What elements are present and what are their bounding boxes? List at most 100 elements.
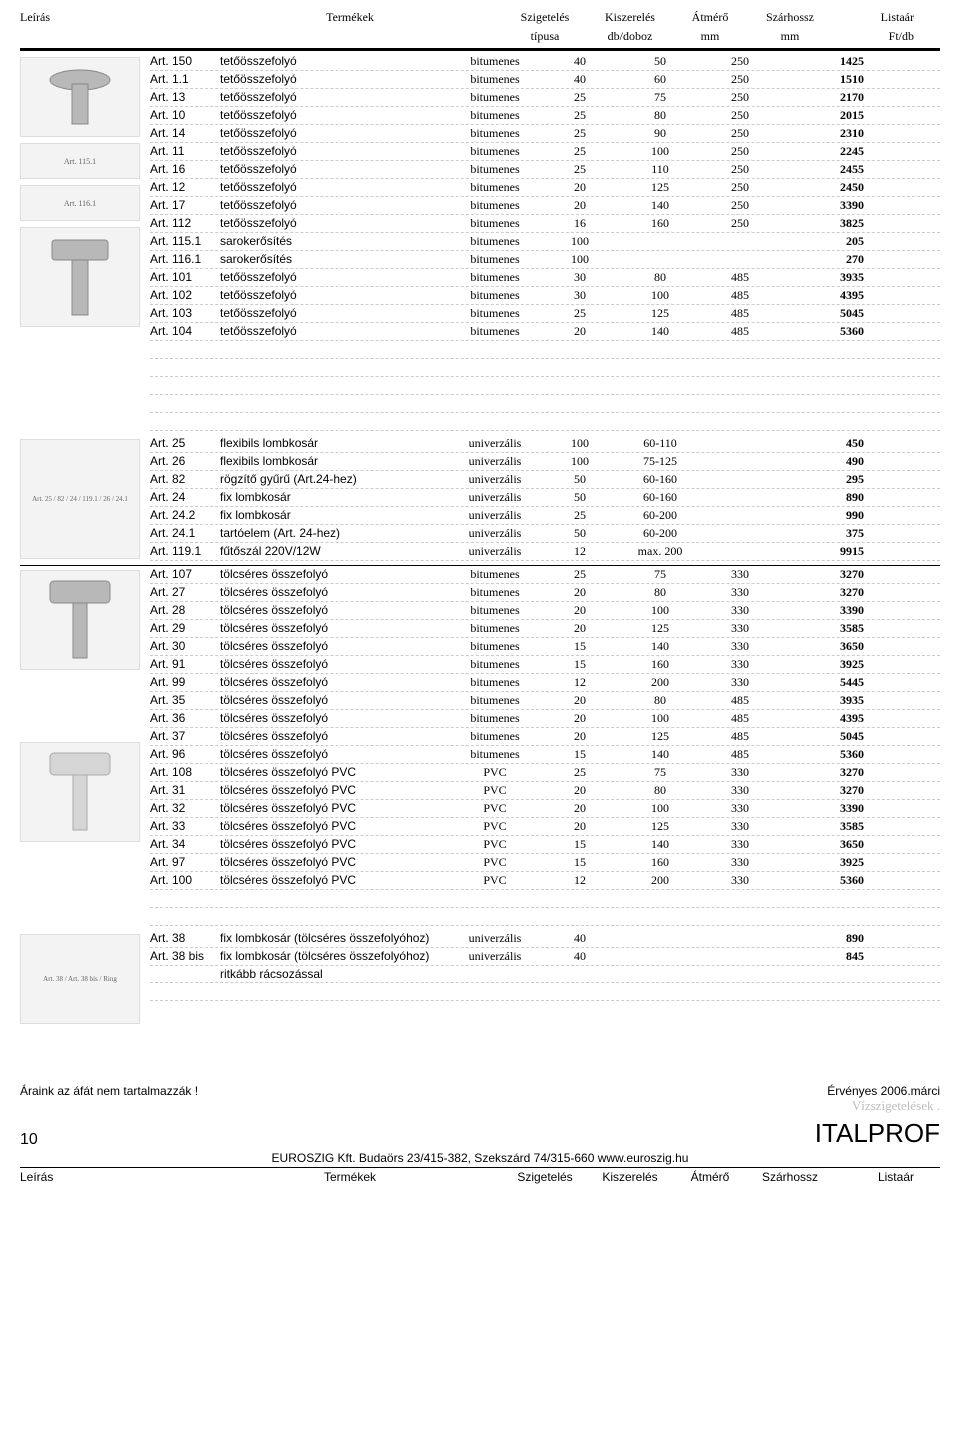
cell-szarhossz: 485 xyxy=(700,324,780,339)
cell-art: Art. 99 xyxy=(150,675,220,689)
cell-szarhossz: 250 xyxy=(700,216,780,231)
cell-szigeteles: bitumenes xyxy=(450,693,540,708)
cell-kiszereles: 20 xyxy=(540,603,620,618)
cell-atmero: 75-125 xyxy=(620,454,700,469)
cell-kiszereles: 15 xyxy=(540,855,620,870)
header-listaar: Listaár xyxy=(830,10,920,25)
cell-art: Art. 108 xyxy=(150,765,220,779)
cell-art: Art. 30 xyxy=(150,639,220,653)
cell-atmero: 75 xyxy=(620,90,700,105)
cell-listaar: 3390 xyxy=(780,198,870,213)
cell-art: Art. 35 xyxy=(150,693,220,707)
cell-atmero: 60 xyxy=(620,72,700,87)
cell-szarhossz: 330 xyxy=(700,621,780,636)
cell-listaar: 3925 xyxy=(780,855,870,870)
cell-szarhossz: 250 xyxy=(700,162,780,177)
table-row: Art. 12tetőösszefolyóbitumenes2012525024… xyxy=(150,179,940,197)
cell-listaar: 2015 xyxy=(780,108,870,123)
cell-kiszereles: 100 xyxy=(540,436,620,451)
cell-kiszereles: 20 xyxy=(540,819,620,834)
cell-name: tölcséres összefolyó PVC xyxy=(220,855,450,869)
cell-art: Art. 12 xyxy=(150,180,220,194)
cell-atmero: max. 200 xyxy=(620,544,700,559)
cell-szarhossz: 330 xyxy=(700,765,780,780)
table-row: Art. 16tetőösszefolyóbitumenes2511025024… xyxy=(150,161,940,179)
cell-art: Art. 37 xyxy=(150,729,220,743)
cell-atmero: 110 xyxy=(620,162,700,177)
cell-listaar: 3270 xyxy=(780,783,870,798)
cell-szarhossz: 330 xyxy=(700,837,780,852)
cell-name: flexibils lombkosár xyxy=(220,454,450,468)
cell-listaar: 5045 xyxy=(780,306,870,321)
table-row: Art. 115.1sarokerősítésbitumenes100205 xyxy=(150,233,940,251)
product-images-col: Art. 38 / Art. 38 bis / Ring xyxy=(20,930,140,1024)
cell-szigeteles: bitumenes xyxy=(450,252,540,267)
cell-szigeteles: bitumenes xyxy=(450,603,540,618)
cell-name: tetőösszefolyó xyxy=(220,288,450,302)
cell-art: Art. 116.1 xyxy=(150,252,220,266)
cell-name: tetőösszefolyó xyxy=(220,54,450,68)
cell-atmero: 75 xyxy=(620,765,700,780)
cell-listaar: 2450 xyxy=(780,180,870,195)
cell-listaar: 5445 xyxy=(780,675,870,690)
footer-header-atmero: Átmérő xyxy=(670,1170,750,1184)
cell-listaar: 9915 xyxy=(780,544,870,559)
cell-atmero: 80 xyxy=(620,108,700,123)
cell-atmero: 200 xyxy=(620,675,700,690)
header-szigeteles: Szigetelés xyxy=(500,10,590,25)
cell-atmero: 140 xyxy=(620,747,700,762)
spacer-row xyxy=(150,377,940,395)
cell-szigeteles: PVC xyxy=(450,855,540,870)
subheader-dbdoboz: db/doboz xyxy=(590,29,670,44)
cell-kiszereles: 25 xyxy=(540,108,620,123)
cell-listaar: 3935 xyxy=(780,693,870,708)
cell-listaar: 2170 xyxy=(780,90,870,105)
cell-szigeteles: PVC xyxy=(450,837,540,852)
footer-watermark: Vízszigetelések . xyxy=(20,1098,940,1114)
cell-szigeteles: PVC xyxy=(450,765,540,780)
cell-szigeteles: bitumenes xyxy=(450,216,540,231)
cell-kiszereles: 100 xyxy=(540,234,620,249)
cell-atmero: 125 xyxy=(620,729,700,744)
cell-art: Art. 1.1 xyxy=(150,72,220,86)
table-row: Art. 27tölcséres összefolyóbitumenes2080… xyxy=(150,584,940,602)
cell-kiszereles: 25 xyxy=(540,126,620,141)
cell-name: tölcséres összefolyó PVC xyxy=(220,837,450,851)
table-row: Art. 29tölcséres összefolyóbitumenes2012… xyxy=(150,620,940,638)
cell-name: tölcséres összefolyó PVC xyxy=(220,765,450,779)
header-termekek: Termékek xyxy=(200,10,500,25)
cell-listaar: 205 xyxy=(780,234,870,249)
cell-szigeteles: PVC xyxy=(450,873,540,888)
product-image xyxy=(20,57,140,137)
footer-vat-note: Áraink az áfát nem tartalmazzák ! xyxy=(20,1084,198,1098)
cell-art: Art. 104 xyxy=(150,324,220,338)
cell-szigeteles: univerzális xyxy=(450,454,540,469)
table-row: Art. 91tölcséres összefolyóbitumenes1516… xyxy=(150,656,940,674)
cell-atmero: 100 xyxy=(620,288,700,303)
cell-art: Art. 97 xyxy=(150,855,220,869)
table-row: Art. 103tetőösszefolyóbitumenes251254855… xyxy=(150,305,940,323)
cell-listaar: 3270 xyxy=(780,765,870,780)
cell-szigeteles: bitumenes xyxy=(450,324,540,339)
table-row: Art. 107tölcséres összefolyóbitumenes257… xyxy=(150,566,940,584)
cell-listaar: 3650 xyxy=(780,639,870,654)
product-images-col: Art. 25 / 82 / 24 / 119.1 / 26 / 24.1 xyxy=(20,435,140,559)
cell-atmero: 60-160 xyxy=(620,490,700,505)
cell-art: Art. 36 xyxy=(150,711,220,725)
cell-szarhossz: 330 xyxy=(700,873,780,888)
cell-listaar: 5360 xyxy=(780,747,870,762)
cell-listaar: 3825 xyxy=(780,216,870,231)
cell-kiszereles: 25 xyxy=(540,567,620,582)
cell-name: tölcséres összefolyó xyxy=(220,747,450,761)
table-row: Art. 24fix lombkosáruniverzális5060-1608… xyxy=(150,489,940,507)
cell-art: Art. 17 xyxy=(150,198,220,212)
cell-szarhossz: 485 xyxy=(700,711,780,726)
cell-atmero: 140 xyxy=(620,198,700,213)
cell-atmero: 75 xyxy=(620,567,700,582)
cell-kiszereles: 12 xyxy=(540,544,620,559)
cell-atmero: 60-160 xyxy=(620,472,700,487)
spacer-row xyxy=(150,908,940,926)
table-row: Art. 108tölcséres összefolyó PVCPVC25753… xyxy=(150,764,940,782)
table-row: Art. 10tetőösszefolyóbitumenes2580250201… xyxy=(150,107,940,125)
cell-kiszereles: 25 xyxy=(540,144,620,159)
